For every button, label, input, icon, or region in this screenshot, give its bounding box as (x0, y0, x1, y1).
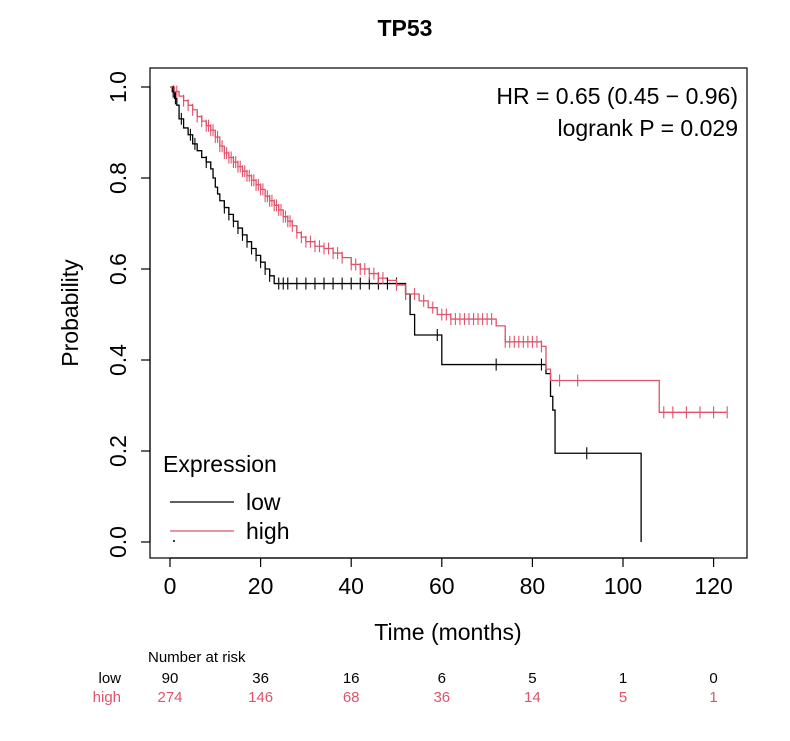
y-tick-label: 0.4 (105, 344, 131, 376)
risk-value-high: 68 (343, 689, 360, 706)
x-tick-label: 60 (429, 573, 455, 599)
x-tick-label: 100 (604, 573, 642, 599)
y-tick-label: 0.0 (105, 526, 131, 558)
risk-value-high: 14 (524, 689, 541, 706)
x-tick-label: 120 (694, 573, 732, 599)
chart-title: TP53 (378, 15, 433, 41)
risk-value-low: 90 (162, 670, 179, 687)
y-tick-label: 0.2 (105, 435, 131, 467)
legend-label-low: low (246, 489, 281, 515)
y-tick-label: 1.0 (105, 71, 131, 103)
y-axis: 0.0 0.2 0.4 0.6 0.8 1.0 (105, 71, 151, 558)
y-tick-label: 0.6 (105, 253, 131, 285)
x-axis-label: Time (months) (374, 619, 521, 645)
legend-label-high: high (246, 518, 289, 544)
risk-value-high: 5 (619, 689, 627, 706)
hr-annotation: HR = 0.65 (0.45 − 0.96) (496, 83, 738, 109)
logrank-annotation: logrank P = 0.029 (557, 115, 738, 141)
risk-value-low: 16 (343, 670, 360, 687)
risk-value-high: 146 (248, 689, 273, 706)
risk-value-high: 36 (433, 689, 450, 706)
risk-value-low: 0 (709, 670, 717, 687)
y-axis-label: Probability (57, 259, 83, 367)
risk-row-label-low: low (98, 670, 121, 687)
x-tick-label: 0 (164, 573, 177, 599)
risk-table: Number at risk low 90 36 16 6 5 1 0 high 274 146 68… (93, 649, 718, 706)
legend-dot (173, 540, 175, 542)
legend: Expression low high (163, 451, 289, 544)
x-axis: 0 20 40 60 80 100 120 (164, 557, 733, 599)
risk-value-low: 36 (252, 670, 269, 687)
x-tick-label: 40 (338, 573, 364, 599)
x-tick-label: 20 (248, 573, 274, 599)
legend-title: Expression (163, 451, 277, 477)
risk-table-header: Number at risk (148, 649, 246, 666)
censor-marks (172, 85, 728, 460)
y-tick-label: 0.8 (105, 162, 131, 194)
risk-value-low: 6 (438, 670, 446, 687)
risk-value-high: 1 (709, 689, 717, 706)
risk-value-low: 5 (528, 670, 536, 687)
risk-value-low: 1 (619, 670, 627, 687)
risk-value-high: 274 (157, 689, 182, 706)
risk-row-label-high: high (93, 689, 121, 706)
x-tick-label: 80 (520, 573, 546, 599)
